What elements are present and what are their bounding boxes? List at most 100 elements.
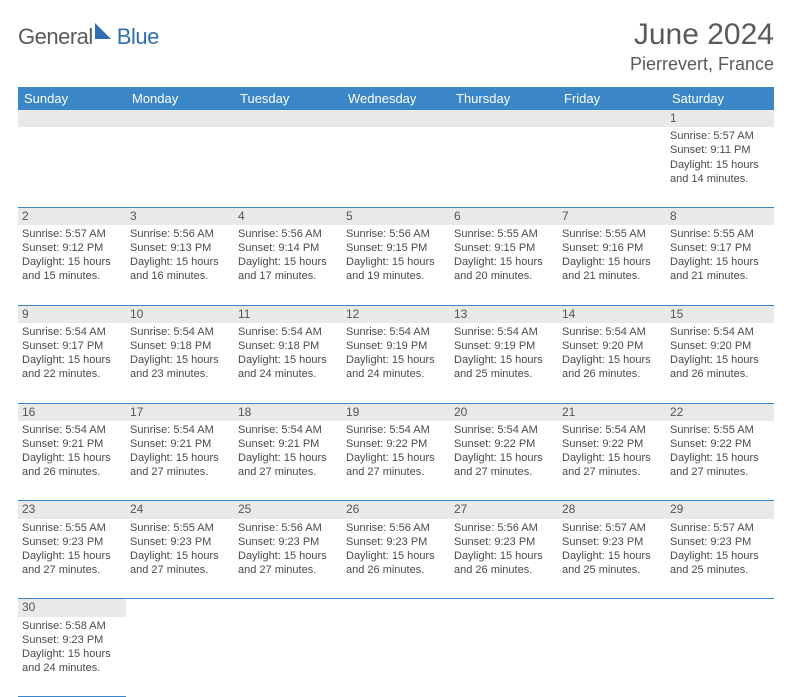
day-d1: Daylight: 15 hours: [670, 255, 770, 269]
day-sr: Sunrise: 5:54 AM: [238, 423, 338, 437]
day-ss: Sunset: 9:22 PM: [346, 437, 446, 451]
day-cell: [558, 617, 666, 697]
day-number: 6: [454, 209, 461, 223]
daynum-cell: 7: [558, 207, 666, 225]
day-cell: Sunrise: 5:55 AMSunset: 9:23 PMDaylight:…: [18, 519, 126, 599]
daynum-cell: 1: [666, 110, 774, 127]
day-cell: Sunrise: 5:54 AMSunset: 9:17 PMDaylight:…: [18, 323, 126, 403]
day-sr: Sunrise: 5:57 AM: [670, 129, 770, 143]
day-sr: Sunrise: 5:55 AM: [130, 521, 230, 535]
weekday-header: Wednesday: [342, 87, 450, 110]
day-cell: [126, 127, 234, 207]
day-number: 19: [346, 405, 359, 419]
week-row: Sunrise: 5:58 AMSunset: 9:23 PMDaylight:…: [18, 617, 774, 697]
day-ss: Sunset: 9:23 PM: [454, 535, 554, 549]
daynum-cell: [126, 110, 234, 127]
day-d2: and 23 minutes.: [130, 367, 230, 381]
day-sr: Sunrise: 5:54 AM: [562, 423, 662, 437]
title-block: June 2024 Pierrevert, France: [630, 18, 774, 75]
daynum-cell: 19: [342, 403, 450, 421]
daynum-cell: 11: [234, 305, 342, 323]
day-cell: [18, 127, 126, 207]
daynum-cell: 15: [666, 305, 774, 323]
daynum-cell: 25: [234, 501, 342, 519]
day-cell: [234, 617, 342, 697]
day-d1: Daylight: 15 hours: [454, 451, 554, 465]
day-sr: Sunrise: 5:56 AM: [130, 227, 230, 241]
day-cell: [450, 127, 558, 207]
daynum-row: 9101112131415: [18, 305, 774, 323]
daynum-cell: [450, 599, 558, 617]
day-cell: Sunrise: 5:55 AMSunset: 9:17 PMDaylight:…: [666, 225, 774, 305]
daynum-cell: [18, 110, 126, 127]
day-d1: Daylight: 15 hours: [130, 451, 230, 465]
day-d1: Daylight: 15 hours: [130, 255, 230, 269]
daynum-cell: [342, 599, 450, 617]
day-d1: Daylight: 15 hours: [562, 255, 662, 269]
day-d2: and 26 minutes.: [562, 367, 662, 381]
day-sr: Sunrise: 5:54 AM: [22, 325, 122, 339]
day-d1: Daylight: 15 hours: [454, 353, 554, 367]
daynum-cell: [558, 599, 666, 617]
daynum-cell: [126, 599, 234, 617]
day-d1: Daylight: 15 hours: [238, 255, 338, 269]
day-d2: and 27 minutes.: [562, 465, 662, 479]
day-ss: Sunset: 9:21 PM: [238, 437, 338, 451]
day-d2: and 21 minutes.: [670, 269, 770, 283]
daynum-cell: 20: [450, 403, 558, 421]
day-cell: Sunrise: 5:54 AMSunset: 9:22 PMDaylight:…: [558, 421, 666, 501]
weekday-header: Tuesday: [234, 87, 342, 110]
day-sr: Sunrise: 5:54 AM: [130, 423, 230, 437]
week-row: Sunrise: 5:57 AMSunset: 9:11 PMDaylight:…: [18, 127, 774, 207]
day-ss: Sunset: 9:21 PM: [130, 437, 230, 451]
day-d1: Daylight: 15 hours: [22, 451, 122, 465]
day-cell: Sunrise: 5:55 AMSunset: 9:23 PMDaylight:…: [126, 519, 234, 599]
logo-sail-icon: [93, 21, 115, 46]
daynum-cell: 4: [234, 207, 342, 225]
day-cell: [450, 617, 558, 697]
day-ss: Sunset: 9:15 PM: [346, 241, 446, 255]
day-cell: Sunrise: 5:57 AMSunset: 9:11 PMDaylight:…: [666, 127, 774, 207]
page-title: June 2024: [630, 18, 774, 52]
day-number: 9: [22, 307, 29, 321]
daynum-cell: 8: [666, 207, 774, 225]
day-cell: [342, 617, 450, 697]
day-d2: and 25 minutes.: [670, 563, 770, 577]
day-number: 27: [454, 502, 467, 516]
day-d1: Daylight: 15 hours: [562, 549, 662, 563]
day-cell: [666, 617, 774, 697]
day-d2: and 19 minutes.: [346, 269, 446, 283]
calendar-body: 1Sunrise: 5:57 AMSunset: 9:11 PMDaylight…: [18, 110, 774, 697]
day-sr: Sunrise: 5:57 AM: [670, 521, 770, 535]
daynum-row: 30: [18, 599, 774, 617]
day-number: 21: [562, 405, 575, 419]
daynum-cell: 14: [558, 305, 666, 323]
day-ss: Sunset: 9:22 PM: [670, 437, 770, 451]
day-cell: Sunrise: 5:57 AMSunset: 9:23 PMDaylight:…: [666, 519, 774, 599]
daynum-cell: 26: [342, 501, 450, 519]
day-d1: Daylight: 15 hours: [670, 158, 770, 172]
day-d2: and 14 minutes.: [670, 172, 770, 186]
day-d2: and 26 minutes.: [454, 563, 554, 577]
weekday-header: Saturday: [666, 87, 774, 110]
day-number: 26: [346, 502, 359, 516]
daynum-row: 2345678: [18, 207, 774, 225]
day-ss: Sunset: 9:17 PM: [670, 241, 770, 255]
day-sr: Sunrise: 5:56 AM: [238, 521, 338, 535]
day-cell: Sunrise: 5:54 AMSunset: 9:19 PMDaylight:…: [450, 323, 558, 403]
day-number: 25: [238, 502, 251, 516]
week-row: Sunrise: 5:54 AMSunset: 9:21 PMDaylight:…: [18, 421, 774, 501]
day-cell: Sunrise: 5:54 AMSunset: 9:21 PMDaylight:…: [234, 421, 342, 501]
day-d2: and 15 minutes.: [22, 269, 122, 283]
day-cell: Sunrise: 5:54 AMSunset: 9:22 PMDaylight:…: [450, 421, 558, 501]
weekday-header: Monday: [126, 87, 234, 110]
header: General Blue June 2024 Pierrevert, Franc…: [18, 18, 774, 75]
day-number: 28: [562, 502, 575, 516]
day-ss: Sunset: 9:23 PM: [22, 535, 122, 549]
day-ss: Sunset: 9:15 PM: [454, 241, 554, 255]
daynum-cell: [558, 110, 666, 127]
day-cell: Sunrise: 5:56 AMSunset: 9:15 PMDaylight:…: [342, 225, 450, 305]
day-number: 16: [22, 405, 35, 419]
day-sr: Sunrise: 5:54 AM: [346, 325, 446, 339]
day-d2: and 27 minutes.: [670, 465, 770, 479]
